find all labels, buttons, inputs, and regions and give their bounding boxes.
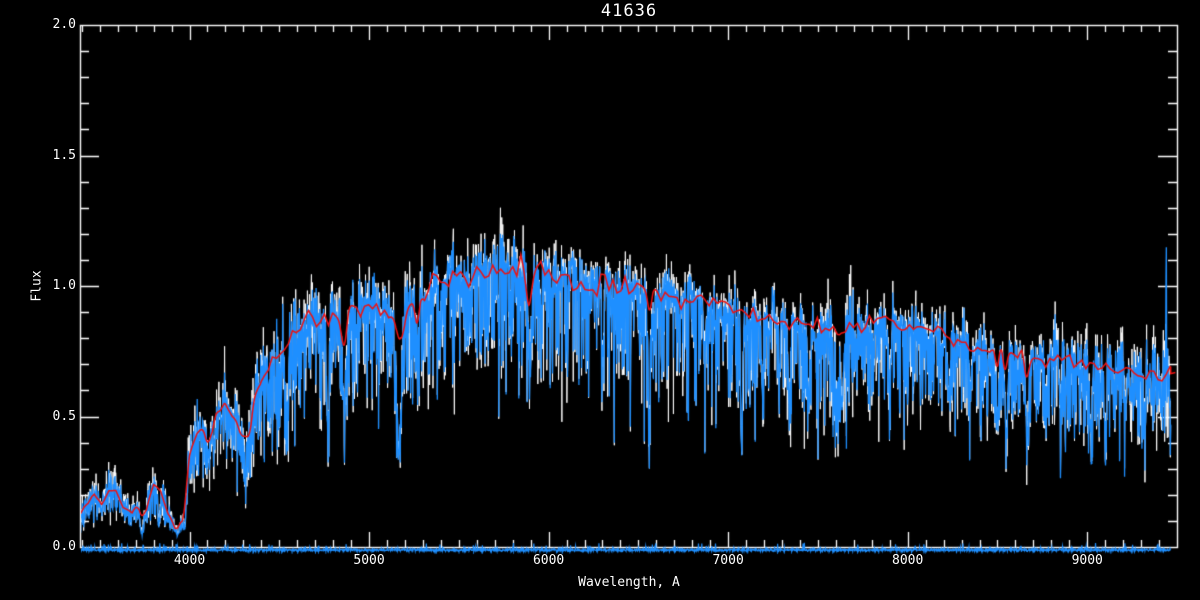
y-tick-label: 0.0 (52, 539, 76, 554)
x-tick-label: 9000 (1071, 553, 1103, 568)
y-tick-label: 0.5 (52, 408, 76, 424)
x-tick-label: 8000 (892, 553, 924, 568)
chart-title: 41636 (600, 1, 658, 21)
y-tick-label: 2.0 (52, 17, 76, 32)
x-tick-label: 5000 (353, 553, 385, 568)
x-tick-label: 6000 (532, 553, 565, 568)
y-tick-label: 1.5 (52, 147, 76, 163)
x-axis-label: Wavelength, A (578, 575, 680, 590)
x-tick-label: 4000 (173, 553, 206, 568)
y-tick-label: 1.0 (52, 278, 76, 293)
x-tick-label: 7000 (712, 553, 744, 568)
